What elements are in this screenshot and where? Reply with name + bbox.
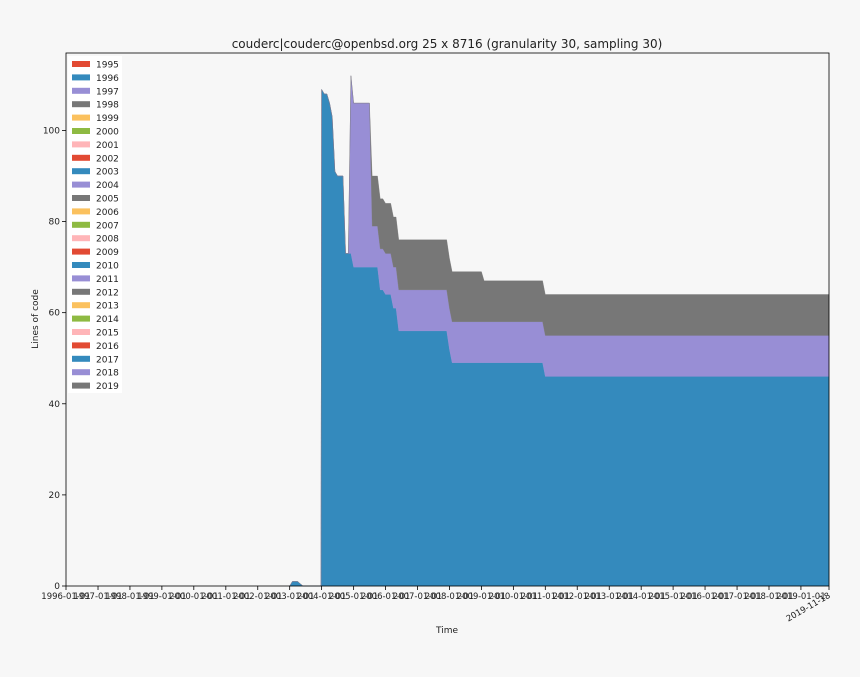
x-tick-label: 2006-01-01 — [361, 592, 410, 602]
legend-label: 2013 — [96, 302, 119, 312]
x-tick-label: 2013-01-01 — [585, 592, 634, 602]
legend-swatch — [72, 208, 90, 215]
legend-swatch — [72, 154, 90, 161]
legend: 1995 1996 1997 1998 1999 2000 2001 2002 2003 2004… — [68, 56, 122, 393]
legend-label: 1997 — [96, 87, 119, 97]
x-tick-label: 2018-01-01 — [744, 592, 793, 602]
legend-swatch — [72, 342, 90, 349]
legend-swatch — [72, 302, 90, 309]
legend-label: 2007 — [96, 221, 119, 231]
legend-swatch — [72, 101, 90, 108]
legend-swatch — [72, 262, 90, 268]
y-axis: 0 20 40 60 80 100 — [43, 126, 66, 592]
legend-label: 2000 — [96, 128, 119, 138]
legend-swatch — [72, 61, 90, 67]
legend-label: 1998 — [96, 101, 119, 111]
legend-swatch — [72, 382, 90, 389]
x-tick-label: 2002-01-01 — [233, 592, 282, 602]
legend-label: 2018 — [96, 369, 119, 379]
y-tick-label: 60 — [49, 309, 61, 319]
x-tick-label: 2014-01-01 — [616, 592, 665, 602]
legend-swatch — [72, 315, 90, 322]
legend-swatch — [72, 195, 90, 201]
legend-label: 2005 — [96, 195, 119, 205]
x-tick-label: 2005-01-01 — [329, 592, 378, 602]
legend-swatch — [72, 141, 90, 148]
legend-swatch — [72, 275, 90, 282]
y-axis-label: Lines of code — [31, 289, 41, 349]
legend-swatch — [72, 221, 90, 228]
legend-label: 2010 — [96, 262, 119, 272]
x-tick-label: 2016-01-01 — [680, 592, 729, 602]
legend-label: 2009 — [96, 248, 119, 258]
x-tick-label: 1998-01-01 — [105, 592, 154, 602]
chart-title: couderc|couderc@openbsd.org 25 x 8716 (g… — [232, 37, 663, 51]
legend-label: 2006 — [96, 208, 119, 218]
legend-swatch — [72, 181, 90, 188]
legend-swatch — [72, 235, 90, 242]
legend-swatch — [72, 248, 90, 255]
x-tick-label: 2017-01-01 — [712, 592, 761, 602]
legend-swatch — [72, 128, 90, 134]
legend-label: 2011 — [96, 275, 119, 285]
legend-label: 2017 — [96, 355, 119, 365]
legend-label: 1999 — [96, 114, 119, 124]
legend-label: 2014 — [96, 315, 119, 325]
y-tick-label: 100 — [43, 126, 60, 136]
legend-label: 2016 — [96, 342, 119, 352]
x-tick-label: 2003-01-01 — [265, 592, 314, 602]
x-axis-label: Time — [435, 626, 458, 636]
x-tick-label: 2001-01-01 — [201, 592, 250, 602]
legend-swatch — [72, 87, 90, 94]
legend-swatch — [72, 288, 90, 295]
legend-label: 2015 — [96, 329, 119, 339]
plot-frame — [65, 52, 830, 587]
x-tick-label: 2007-01-01 — [393, 592, 442, 602]
x-tick-label: 2009-01-01 — [457, 592, 506, 602]
x-tick-label: 2008-01-01 — [425, 592, 474, 602]
legend-label: 1996 — [96, 74, 119, 84]
x-tick-label: 2011-01-01 — [521, 592, 570, 602]
legend-swatch — [72, 355, 90, 362]
x-tick-label: 2000-01-01 — [169, 592, 218, 602]
y-tick-label: 80 — [49, 218, 61, 228]
legend-swatch — [72, 114, 90, 121]
y-tick-label: 0 — [54, 582, 60, 592]
y-tick-label: 20 — [49, 491, 61, 501]
legend-swatch — [72, 369, 90, 376]
legend-label: 2012 — [96, 288, 119, 298]
x-tick-label: 2015-01-01 — [648, 592, 697, 602]
legend-label: 2001 — [96, 141, 119, 151]
x-tick-label: 2012-01-01 — [553, 592, 602, 602]
x-tick-label: 1996-01-01 — [41, 592, 90, 602]
legend-label: 2019 — [96, 382, 119, 392]
legend-label: 1995 — [96, 61, 119, 71]
x-axis: 1996-01-011997-01-011998-01-011999-01-01… — [41, 586, 833, 624]
legend-label: 2002 — [96, 154, 119, 164]
legend-swatch — [72, 74, 90, 81]
y-tick-label: 40 — [49, 400, 61, 410]
x-tick-label: 2019-01-01 — [776, 592, 825, 602]
x-tick-label: 2010-01-01 — [489, 592, 538, 602]
legend-swatch — [72, 329, 90, 335]
legend-label: 2004 — [96, 181, 119, 191]
legend-label: 2008 — [96, 235, 119, 245]
legend-label: 2003 — [96, 168, 119, 178]
x-tick-label: 1999-01-01 — [137, 592, 186, 602]
legend-swatch — [72, 168, 90, 175]
x-tick-label: 1997-01-01 — [73, 592, 122, 602]
x-tick-label: 2004-01-01 — [297, 592, 346, 602]
